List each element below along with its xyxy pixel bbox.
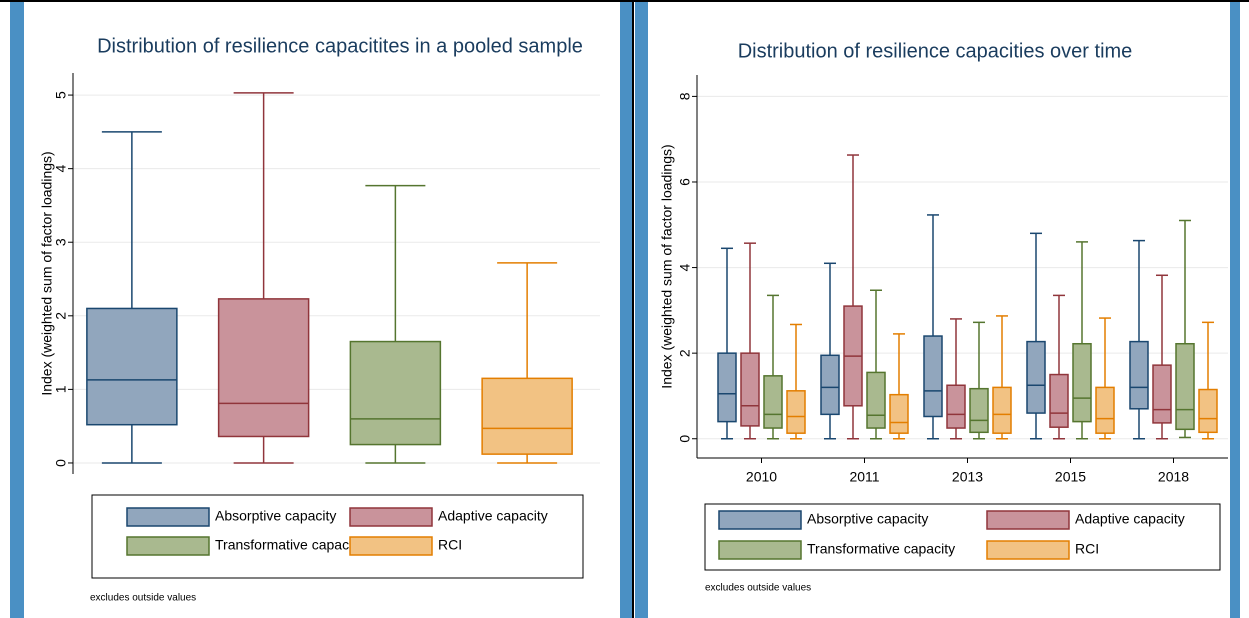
box bbox=[1198, 388, 1218, 434]
x-tick-label: 2015 bbox=[1055, 469, 1086, 485]
box bbox=[1049, 373, 1069, 428]
box bbox=[866, 371, 886, 429]
x-tick-label: 2011 bbox=[849, 469, 879, 485]
box bbox=[740, 352, 760, 427]
frame bbox=[620, 2, 632, 618]
legend-key bbox=[986, 510, 1070, 530]
box bbox=[1175, 342, 1195, 431]
legend-label: Adaptive capacity bbox=[438, 508, 548, 524]
box bbox=[1129, 340, 1149, 410]
box bbox=[969, 387, 989, 434]
x-tick-label: 2010 bbox=[746, 469, 777, 485]
y-tick-label: 3 bbox=[53, 238, 69, 246]
note: excludes outside values bbox=[90, 593, 196, 604]
legend-label: Adaptive capacity bbox=[1075, 511, 1185, 527]
box bbox=[481, 377, 573, 455]
x-tick-label: 2018 bbox=[1158, 469, 1189, 485]
y-tick-label: 2 bbox=[53, 312, 69, 320]
y-tick-label: 8 bbox=[677, 92, 693, 100]
frame bbox=[1230, 2, 1240, 618]
box bbox=[992, 386, 1012, 434]
box bbox=[946, 384, 966, 429]
y-tick-label: 4 bbox=[677, 263, 693, 271]
legend-label: RCI bbox=[1075, 541, 1099, 557]
box bbox=[1152, 364, 1172, 424]
y-tick-label: 4 bbox=[53, 165, 69, 173]
frame bbox=[635, 2, 648, 618]
legend-label: Transformative capacity bbox=[215, 537, 363, 553]
legend-key bbox=[349, 536, 433, 556]
legend-box bbox=[704, 503, 1221, 571]
y-tick-label: 2 bbox=[677, 349, 693, 357]
box bbox=[1026, 340, 1046, 414]
legend-key bbox=[986, 540, 1070, 560]
box bbox=[1072, 342, 1092, 423]
chart-title: Distribution of resilience capacitites i… bbox=[97, 35, 583, 57]
box bbox=[86, 307, 178, 426]
legend-label: Absorptive capacity bbox=[807, 511, 928, 527]
legend-label: Transformative capacity bbox=[807, 541, 955, 557]
box bbox=[717, 352, 737, 423]
y-tick-label: 6 bbox=[677, 178, 693, 186]
legend-key bbox=[349, 507, 433, 527]
note: excludes outside values bbox=[705, 583, 811, 594]
box bbox=[763, 375, 783, 429]
legend-key bbox=[718, 510, 802, 530]
x-tick-label: 2013 bbox=[952, 469, 983, 485]
legend-key bbox=[126, 536, 210, 556]
box bbox=[786, 390, 806, 434]
y-tick-label: 0 bbox=[53, 459, 69, 467]
box bbox=[217, 298, 310, 438]
y-tick-label: 1 bbox=[53, 385, 69, 393]
box bbox=[820, 354, 840, 416]
box bbox=[349, 340, 442, 446]
legend-label: Absorptive capacity bbox=[215, 508, 336, 524]
box bbox=[1095, 386, 1115, 434]
y-axis-label: Index (weighted sum of factor loadings) bbox=[659, 144, 675, 388]
y-tick-label: 5 bbox=[53, 91, 69, 99]
y-tick-label: 0 bbox=[677, 435, 693, 443]
chart-title: Distribution of resilience capacities ov… bbox=[738, 40, 1133, 62]
legend-box bbox=[91, 494, 584, 579]
frame bbox=[10, 2, 24, 618]
legend-key bbox=[718, 540, 802, 560]
legend-key bbox=[126, 507, 210, 527]
y-axis-label: Index (weighted sum of factor loadings) bbox=[39, 151, 55, 395]
box bbox=[923, 335, 943, 418]
legend-label: RCI bbox=[438, 537, 462, 553]
box bbox=[889, 393, 909, 434]
